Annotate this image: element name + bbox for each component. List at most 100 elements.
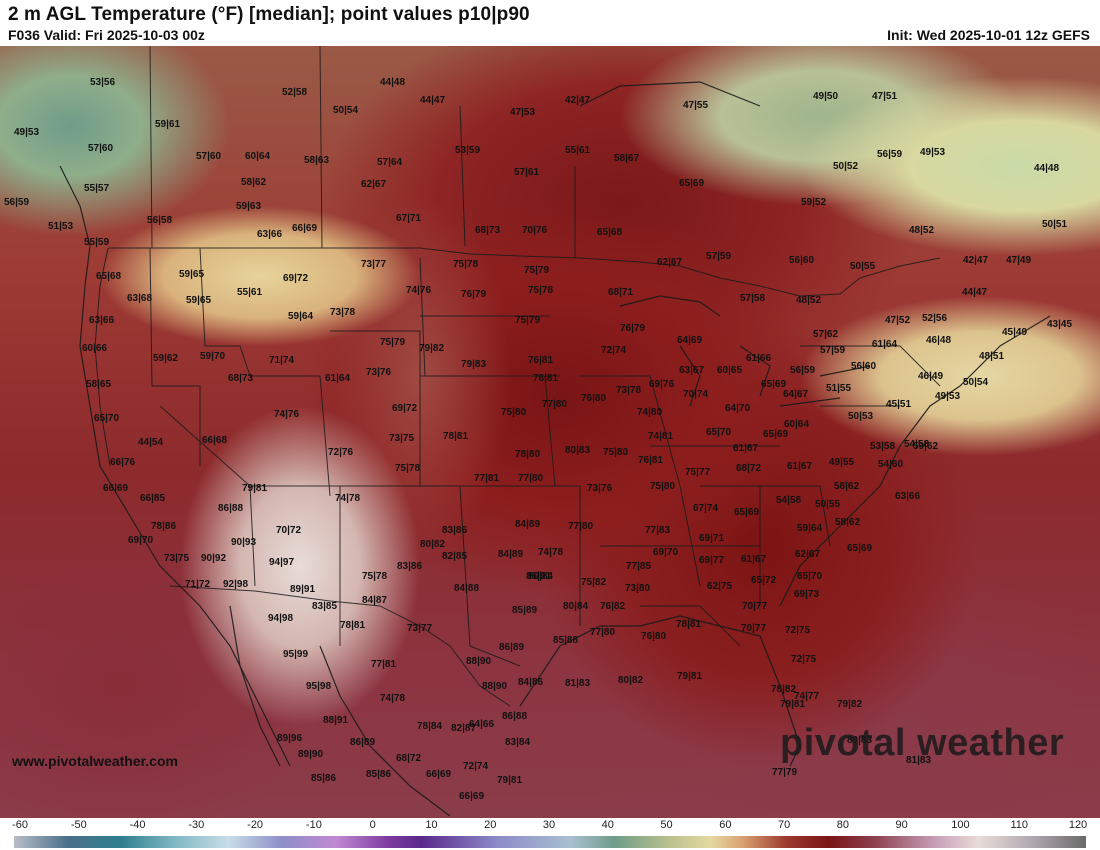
point-value-label: 75|80 <box>650 481 676 492</box>
legend-tick: 60 <box>719 819 732 831</box>
legend-tick: -50 <box>70 819 87 831</box>
init-time: Init: Wed 2025-10-01 12z GEFS <box>887 27 1090 43</box>
point-value-label: 59|64 <box>288 311 314 322</box>
point-value-label: 76|81 <box>528 355 554 366</box>
point-value-label: 57|58 <box>740 293 766 304</box>
legend-tick: 0 <box>369 819 376 831</box>
legend-tick: 20 <box>484 819 497 831</box>
point-value-label: 54|60 <box>878 459 904 470</box>
point-value-label: 49|53 <box>935 391 961 402</box>
point-value-label: 69|70 <box>128 535 154 546</box>
point-value-label: 61|67 <box>787 461 813 472</box>
point-value-label: 77|79 <box>772 767 798 778</box>
point-value-label: 47|52 <box>885 315 911 326</box>
point-value-label: 86|88 <box>218 503 244 514</box>
point-value-label: 57|60 <box>196 151 222 162</box>
point-value-label: 44|48 <box>1034 163 1060 174</box>
point-value-label: 74|78 <box>335 493 361 504</box>
point-value-label: 70|76 <box>522 225 548 236</box>
point-value-label: 66|69 <box>426 769 452 780</box>
point-value-label: 60|65 <box>717 365 743 376</box>
point-value-label: 78|81 <box>443 431 469 442</box>
point-value-label: 77|85 <box>626 561 652 572</box>
point-value-label: 74|76 <box>274 409 300 420</box>
point-value-label: 65|68 <box>96 271 122 282</box>
legend-tick: 120 <box>1068 819 1088 831</box>
point-value-label: 76|80 <box>581 393 607 404</box>
point-value-label: 76|79 <box>461 289 487 300</box>
point-value-label: 62|67 <box>657 257 683 268</box>
point-value-label: 73|78 <box>616 385 642 396</box>
point-value-label: 88|90 <box>482 681 508 692</box>
point-value-label: 63|66 <box>895 491 921 502</box>
point-value-label: 63|66 <box>89 315 115 326</box>
point-value-label: 77|81 <box>371 659 397 670</box>
point-value-label: 84|89 <box>515 519 541 530</box>
point-value-label: 47|55 <box>683 100 709 111</box>
point-value-label: 70|74 <box>683 389 709 400</box>
point-value-label: 71|72 <box>185 579 211 590</box>
point-value-label: 58|62 <box>835 517 861 528</box>
point-value-label: 56|59 <box>790 365 816 376</box>
point-value-label: 49|55 <box>829 457 855 468</box>
point-value-label: 56|60 <box>789 255 815 266</box>
point-value-label: 46|48 <box>926 335 952 346</box>
point-value-label: 83|85 <box>312 601 338 612</box>
point-value-label: 50|51 <box>1042 219 1068 230</box>
point-value-label: 59|64 <box>797 523 823 534</box>
point-value-label: 44|47 <box>962 287 988 298</box>
point-value-label: 75|78 <box>395 463 421 474</box>
point-value-label: 44|54 <box>138 437 164 448</box>
legend-tick: 40 <box>601 819 614 831</box>
point-value-label: 72|75 <box>785 625 811 636</box>
point-value-label: 50|55 <box>815 499 841 510</box>
legend-tick: 90 <box>895 819 908 831</box>
point-value-label: 75|78 <box>528 285 554 296</box>
legend-tick: -60 <box>12 819 28 831</box>
point-value-label: 95|99 <box>283 649 309 660</box>
point-value-label: 51|53 <box>48 221 74 232</box>
point-value-label: 59|63 <box>236 201 262 212</box>
point-value-label: 74|78 <box>538 547 564 558</box>
point-value-label: 82|87 <box>451 723 477 734</box>
point-value-label: 77|80 <box>590 627 616 638</box>
point-value-label: 62|67 <box>795 549 821 560</box>
point-value-label: 65|69 <box>679 178 705 189</box>
point-value-label: 58|65 <box>86 379 112 390</box>
point-value-label: 79|82 <box>419 343 445 354</box>
point-value-label: 76|81 <box>638 455 664 466</box>
point-value-label: 57|59 <box>820 345 846 356</box>
point-value-label: 69|72 <box>283 273 309 284</box>
point-value-label: 66|69 <box>459 791 485 802</box>
point-value-label: 75|82 <box>581 577 607 588</box>
point-value-label: 61|66 <box>746 353 772 364</box>
point-value-label: 62|75 <box>707 581 733 592</box>
point-value-label: 72|74 <box>463 761 489 772</box>
point-value-label: 65|69 <box>734 507 760 518</box>
point-value-label: 80|83 <box>565 445 591 456</box>
point-value-label: 52|58 <box>282 87 308 98</box>
point-value-label: 65|72 <box>751 575 777 586</box>
point-value-label: 65|68 <box>597 227 623 238</box>
point-value-label: 61|64 <box>872 339 898 350</box>
point-value-label: 50|53 <box>848 411 874 422</box>
point-value-label: 90|93 <box>231 537 257 548</box>
point-value-label: 67|74 <box>693 503 719 514</box>
point-value-label: 59|52 <box>801 197 827 208</box>
point-value-label: 45|51 <box>886 399 912 410</box>
point-value-label: 75|80 <box>603 447 629 458</box>
temperature-map[interactable]: 53|56 52|58 44|48 44|47 47|53 42|47 47|55 49|50… <box>0 46 1100 818</box>
point-value-label: 76|80 <box>641 631 667 642</box>
point-value-label: 73|80 <box>625 583 651 594</box>
point-value-label: 66|76 <box>110 457 136 468</box>
site-url[interactable]: www.pivotalweather.com <box>12 753 178 769</box>
point-value-label: 75|77 <box>685 467 711 478</box>
point-value-label: 45|49 <box>1002 327 1028 338</box>
point-value-label: 79|81 <box>242 483 268 494</box>
point-value-label: 76|79 <box>620 323 646 334</box>
point-value-label: 48|52 <box>796 295 822 306</box>
valid-time: F036 Valid: Fri 2025-10-03 00z <box>8 27 205 43</box>
point-value-label: 79|81 <box>497 775 523 786</box>
point-value-label: 73|77 <box>361 259 387 270</box>
point-value-label: 86|91 <box>526 571 552 582</box>
